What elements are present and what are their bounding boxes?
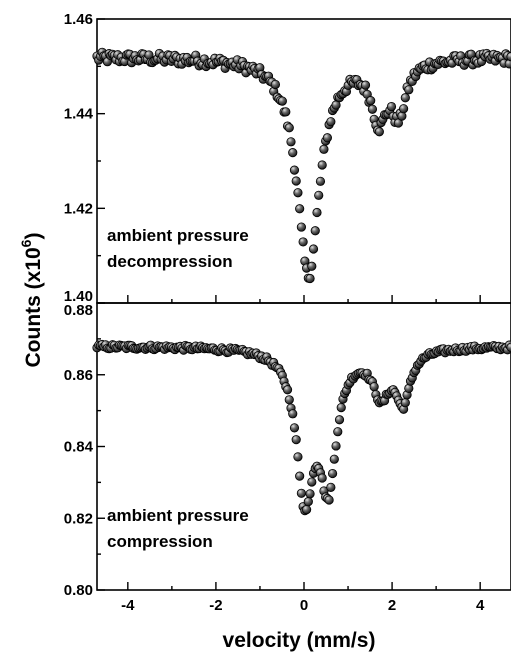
data-point [404,85,414,95]
data-point [298,237,308,247]
y-tick-label: 0.84 [64,439,94,456]
x-axis-title: velocity (mm/s) [223,629,376,652]
data-point [286,137,296,147]
data-point [312,207,322,218]
data-point [296,488,307,498]
y-axis-title: Counts (x106) [18,233,45,368]
data-point [399,104,409,114]
data-point [284,395,294,405]
data-point [327,468,338,479]
data-point [289,423,300,433]
data-point [326,117,336,127]
data-point [367,104,378,114]
top-panel: 1.40 1.42 1.44 1.46 ambient pressure decompre… [64,11,511,305]
data-point [324,495,334,505]
y-tick-label: 1.46 [64,11,93,28]
data-point [317,160,327,170]
panel-annotation: ambient pressure [107,226,249,245]
data-point [296,222,307,232]
y-tick-label: 1.42 [64,200,93,217]
data-point [386,101,397,112]
data-point [317,473,327,483]
data-point [277,96,287,106]
data-point [281,107,291,117]
data-point [301,504,312,515]
data-point [293,452,303,462]
data-point [400,93,410,103]
data-point [366,96,376,106]
y-tick-label: 1.40 [64,288,93,305]
data-point [322,133,332,143]
x-tick-label: -4 [121,597,135,614]
x-tick-label: 0 [300,597,308,614]
data-point [307,477,317,487]
data-point [305,273,315,284]
panel-annotation: ambient pressure [107,506,249,525]
x-tick-label: 4 [476,597,485,614]
y-tick-label: 1.44 [64,106,94,123]
data-point [291,435,301,445]
data-point [282,385,293,395]
data-point [270,79,281,90]
data-series [92,339,511,516]
data-point [334,415,345,425]
data-point [326,482,336,492]
data-point [329,454,339,464]
y-tick-label: 0.86 [64,367,93,384]
x-tick-label: -2 [209,597,222,614]
data-point [331,441,341,451]
data-point [319,144,329,154]
data-point [295,204,305,214]
data-point [288,409,298,419]
data-point [291,176,301,186]
data-point [307,261,317,271]
y-tick-label: 0.80 [64,582,93,599]
data-point [293,188,303,198]
data-point [303,497,313,507]
data-point [360,80,371,90]
panel-annotation: decompression [107,252,233,271]
y-tick-label: 0.82 [64,510,93,527]
data-series [92,47,511,284]
data-point [289,165,300,175]
data-point [397,111,407,121]
data-point [305,489,315,499]
data-point [308,244,319,254]
x-tick-label: 2 [388,597,396,614]
data-point [400,398,410,408]
data-point [314,190,324,200]
bottom-panel: 0.80 0.82 0.84 0.86 0.88 -4 -2 0 2 4 ambient press… [64,302,511,614]
data-point [315,176,326,186]
data-point [288,148,298,158]
data-point [310,226,320,236]
data-point [295,471,305,481]
data-point [369,382,379,392]
y-tick-label: 0.88 [64,302,93,319]
panel-annotation: compression [107,532,213,551]
data-point [336,403,346,413]
data-point [374,127,384,137]
data-point [284,123,294,133]
data-point [333,427,343,437]
